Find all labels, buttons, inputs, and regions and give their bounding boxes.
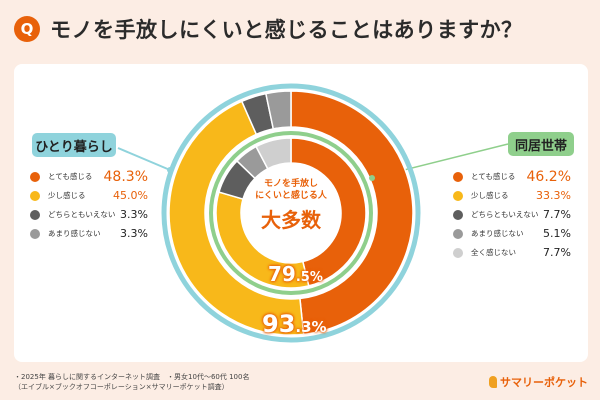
legend-item: とても感じる 46.2% — [453, 167, 571, 186]
legend-value: 3.3% — [120, 208, 148, 221]
legend-swatch — [453, 190, 463, 201]
outer-slice-1 — [168, 100, 305, 336]
center-line2: にくいと感じる人 — [255, 191, 327, 201]
legend-swatch — [453, 228, 463, 239]
q-badge: Q — [14, 16, 40, 42]
outer-total-int: 93 — [262, 310, 296, 338]
outer-outline — [161, 83, 421, 343]
legend-swatch — [453, 209, 463, 220]
legend-item: どちらともいえない 7.7% — [453, 205, 571, 224]
legend-family: とても感じる 46.2% 少し感じる 33.3% どちらともいえない 7.7% あまり感じな… — [453, 167, 571, 262]
center-headline: 大多数 — [261, 208, 321, 232]
legend-swatch — [453, 247, 463, 258]
legend-item: あまり感じない 3.3% — [30, 224, 148, 243]
title-text: モノを手放しにくいと感じることはありますか？ — [50, 18, 523, 42]
question-title: Q モノを手放しにくいと感じることはありますか？ — [14, 14, 523, 44]
legend-value: 48.3% — [103, 168, 148, 185]
legend-label: どちらともいえない — [48, 210, 116, 219]
footnote: ・2025年 暮らしに関するインターネット調査 ・男女10代〜60代 100名 … — [14, 372, 249, 392]
legend-value: 5.1% — [543, 227, 571, 240]
brand-logo: サマリーポケット — [489, 374, 588, 390]
legend-item: 少し感じる 33.3% — [453, 186, 571, 205]
legend-swatch — [453, 171, 463, 182]
outer-slice-0 — [290, 90, 414, 336]
legend-single: とても感じる 48.3% 少し感じる 45.0% どちらともいえない 3.3% あまり感じな… — [30, 167, 148, 243]
legend-item: あまり感じない 5.1% — [453, 224, 571, 243]
legend-label: 少し感じる — [471, 191, 509, 200]
outer-total-dec: .3% — [295, 318, 327, 336]
inner-total-label: 79.5% — [268, 262, 323, 286]
inner-total-int: 79 — [268, 262, 296, 286]
legend-swatch — [30, 209, 40, 220]
legend-label: とても感じる — [471, 172, 516, 181]
legend-label: どちらともいえない — [471, 210, 539, 219]
legend-label: とても感じる — [48, 172, 93, 181]
footnote-line1: ・2025年 暮らしに関するインターネット調査 ・男女10代〜60代 100名 — [14, 373, 250, 381]
legend-value: 33.3% — [536, 189, 571, 202]
outer-slice-3 — [264, 90, 292, 130]
logo-text: サマリーポケット — [500, 376, 588, 389]
legend-value: 3.3% — [120, 227, 148, 240]
legend-value: 45.0% — [113, 189, 148, 202]
legend-item: どちらともいえない 3.3% — [30, 205, 148, 224]
inner-slice-4 — [255, 137, 292, 170]
footnote-line2: （エイブル×ブックオフコーポレーション×サマリーポケット調査） — [14, 383, 229, 391]
inner-total-dec: .5% — [295, 270, 323, 285]
legend-item: 全く感じない 7.7% — [453, 243, 571, 262]
legend-label: あまり感じない — [471, 229, 524, 238]
connector-single — [117, 147, 171, 171]
legend-value: 46.2% — [526, 168, 571, 185]
connector-dot-family — [369, 175, 375, 181]
connector-dot-single — [167, 167, 173, 173]
inner-outline — [209, 131, 373, 295]
legend-swatch — [30, 228, 40, 239]
legend-label: 全く感じない — [471, 248, 516, 257]
legend-value: 7.7% — [543, 208, 571, 221]
series-tag-single: ひとり暮らし — [32, 133, 116, 157]
legend-label: 少し感じる — [48, 191, 86, 200]
legend-value: 7.7% — [543, 246, 571, 259]
legend-item: 少し感じる 45.0% — [30, 186, 148, 205]
legend-swatch — [30, 190, 40, 201]
inner-slice-0 — [290, 137, 367, 287]
center-label: モノを手放し にくいと感じる人 大多数 — [241, 178, 341, 233]
outer-total-label: 93.3% — [262, 310, 327, 338]
series-tag-family: 同居世帯 — [508, 132, 574, 156]
legend-item: とても感じる 48.3% — [30, 167, 148, 186]
legend-swatch — [30, 171, 40, 182]
logo-icon — [489, 376, 497, 388]
legend-label: あまり感じない — [48, 229, 101, 238]
center-line1: モノを手放し — [263, 179, 318, 189]
